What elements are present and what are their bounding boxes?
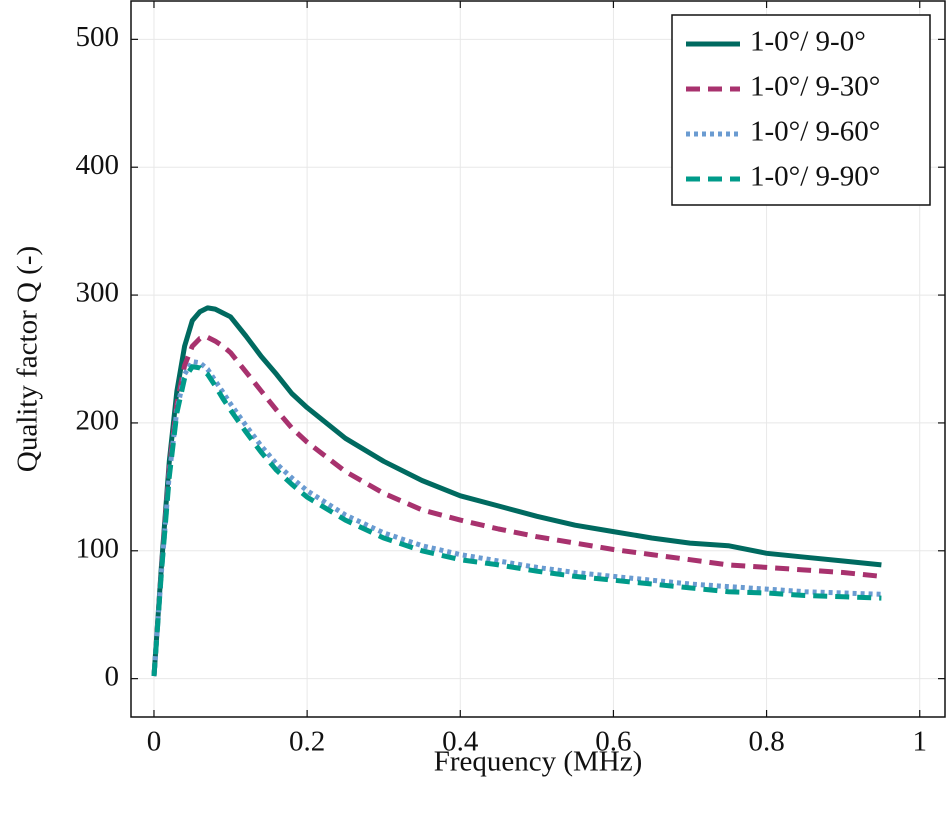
legend-box (671, 14, 931, 206)
x-axis-label: Frequency (MHz) (434, 746, 643, 778)
x-tick-label: 0.4 (442, 726, 479, 758)
legend-label: 1-0°/ 9-30° (750, 71, 880, 103)
series-line (151, 364, 882, 677)
legend: 1-0°/ 9-0° 1-0°/ 9-30° 1-0°/ 9-60° 1-0°/ 9-… (671, 14, 931, 206)
series-line (151, 305, 882, 677)
plot-frame (130, 0, 946, 718)
series-line (151, 359, 882, 677)
y-tick-label: 100 (76, 532, 120, 564)
y-tick-label: 300 (76, 277, 120, 309)
legend-label: 1-0°/ 9-0° (750, 26, 866, 58)
x-tick-label: 0 (147, 726, 162, 758)
x-tick-label: 0.8 (748, 726, 784, 758)
x-tick-label: 0.6 (595, 726, 631, 758)
y-tick-label: 0 (105, 660, 120, 692)
y-tick-label: 500 (76, 21, 120, 53)
y-tick-label: 200 (76, 405, 120, 437)
y-axis-label: Quality factor Q (-) (12, 246, 44, 472)
legend-label: 1-0°/ 9-60° (750, 116, 880, 148)
legend-label: 1-0°/ 9-90° (750, 161, 880, 193)
x-tick-label: 0.2 (289, 726, 325, 758)
y-tick-label: 400 (76, 149, 120, 181)
series-line (151, 334, 882, 677)
x-tick-label: 1 (912, 726, 927, 758)
